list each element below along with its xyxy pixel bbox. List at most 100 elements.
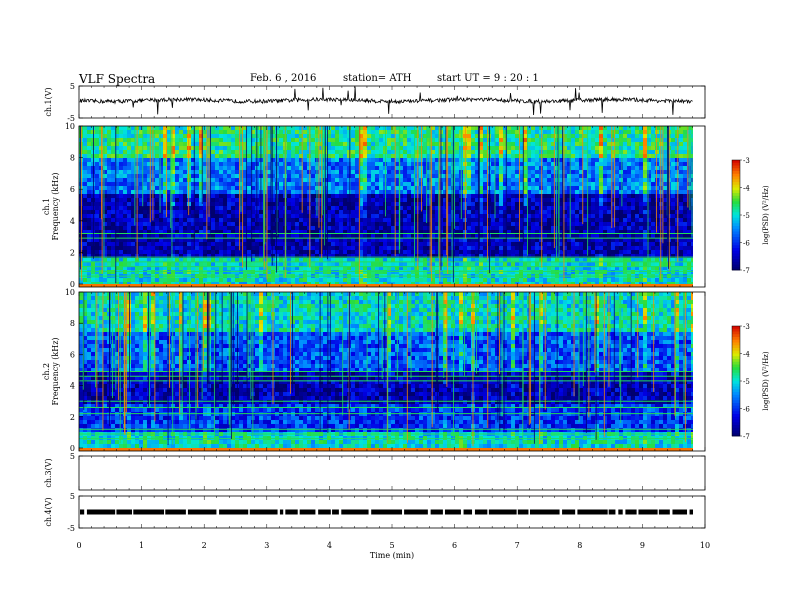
spec1-cell xyxy=(271,266,275,270)
spec1-cell xyxy=(95,278,99,282)
spec1-cell xyxy=(271,246,275,250)
spec1-cell xyxy=(231,154,235,158)
spec1-cell xyxy=(327,206,331,210)
spec1-cell xyxy=(179,190,183,194)
spec1-cell xyxy=(115,162,119,166)
spec1-cell xyxy=(351,190,355,194)
spec1-cell xyxy=(535,142,539,146)
spec1-cell xyxy=(331,162,335,166)
spec1-cell xyxy=(327,150,331,154)
spec1-cell xyxy=(179,254,183,258)
spec1-cell xyxy=(479,130,483,134)
spec1-cell xyxy=(151,246,155,250)
spec1-cell xyxy=(415,130,419,134)
spec1-cell xyxy=(331,214,335,218)
spec1-cell xyxy=(163,190,167,194)
spec1-cell xyxy=(247,126,251,130)
spec1-cell xyxy=(163,258,167,262)
spec1-cell xyxy=(467,146,471,150)
spec1-cell xyxy=(443,178,447,182)
spec1-cell xyxy=(563,246,567,250)
spec1-cell xyxy=(363,182,367,186)
spec1-cell xyxy=(267,134,271,138)
spec1-cell xyxy=(415,134,419,138)
spec1-cell xyxy=(371,138,375,142)
spec1-cell xyxy=(103,246,107,250)
spec1-cell xyxy=(363,250,367,254)
spec1-cell xyxy=(247,234,251,238)
spec1-cell xyxy=(335,222,339,226)
spec1-cell xyxy=(355,234,359,238)
spec1-cell xyxy=(479,146,483,150)
spec1-cell xyxy=(235,202,239,206)
spec1-cell xyxy=(559,138,563,142)
spec1-cell xyxy=(203,250,207,254)
spec1-cell xyxy=(331,254,335,258)
spec1-cell xyxy=(467,218,471,222)
spec1-cell xyxy=(539,182,543,186)
spec1-cell xyxy=(483,138,487,142)
spec1-cell xyxy=(423,126,427,130)
spec1-cell xyxy=(203,242,207,246)
spec1-cell xyxy=(427,166,431,170)
spec1-cell xyxy=(547,214,551,218)
spec1-cell xyxy=(131,262,135,266)
spec1-cell xyxy=(223,182,227,186)
spec1-cell xyxy=(119,250,123,254)
spec1-cell xyxy=(251,218,255,222)
spec1-cell xyxy=(215,262,219,266)
spec1-cell xyxy=(335,230,339,234)
spec1-cell xyxy=(563,166,567,170)
spec1-cell xyxy=(155,158,159,162)
spec1-cell xyxy=(531,186,535,190)
spec1-cell xyxy=(307,266,311,270)
spec1-cell xyxy=(551,254,555,258)
spec1-cell xyxy=(271,190,275,194)
spec1-cell xyxy=(251,130,255,134)
spec1-cell xyxy=(511,186,515,190)
spec1-cell xyxy=(179,162,183,166)
spec1-cell xyxy=(347,238,351,242)
spec1-cell xyxy=(343,186,347,190)
spec1-cell xyxy=(523,178,527,182)
spec1-cell xyxy=(515,210,519,214)
spec1-cell xyxy=(507,242,511,246)
spec1-cell xyxy=(291,194,295,198)
spec1-cell xyxy=(95,174,99,178)
spec1-cell xyxy=(191,150,195,154)
spec1-cell xyxy=(243,190,247,194)
spec1-cell xyxy=(231,210,235,214)
spec1-cell xyxy=(143,146,147,150)
spec1-cell xyxy=(359,126,363,130)
spec1-cell xyxy=(535,242,539,246)
spec1-cell xyxy=(359,234,363,238)
spec1-cell xyxy=(471,194,475,198)
spec1-cell xyxy=(231,214,235,218)
spec1-cell xyxy=(287,178,291,182)
spec1-cell xyxy=(295,166,299,170)
spec1-cell xyxy=(387,214,391,218)
spec1-cell xyxy=(327,142,331,146)
spec1-cell xyxy=(259,262,263,266)
spec1-cell xyxy=(203,246,207,250)
spec1-cell xyxy=(531,146,535,150)
spec1-cell xyxy=(531,226,535,230)
spec1-cell xyxy=(79,222,83,226)
spec1-cell xyxy=(79,174,83,178)
spec1-cell xyxy=(547,190,551,194)
spec1-cell xyxy=(291,246,295,250)
spec1-cell xyxy=(383,218,387,222)
spec1-cell xyxy=(415,178,419,182)
spec1-cell xyxy=(171,166,175,170)
spec1-cell xyxy=(499,158,503,162)
spec1-cell xyxy=(119,226,123,230)
spec1-cell xyxy=(183,262,187,266)
spec1-cell xyxy=(271,150,275,154)
spec1-cell xyxy=(407,270,411,274)
spec1-cell xyxy=(107,278,111,282)
spec1-cell xyxy=(239,262,243,266)
spec1-cell xyxy=(199,214,203,218)
spec1-cell xyxy=(335,138,339,142)
spec1-cell xyxy=(491,134,495,138)
spec1-cell xyxy=(179,166,183,170)
